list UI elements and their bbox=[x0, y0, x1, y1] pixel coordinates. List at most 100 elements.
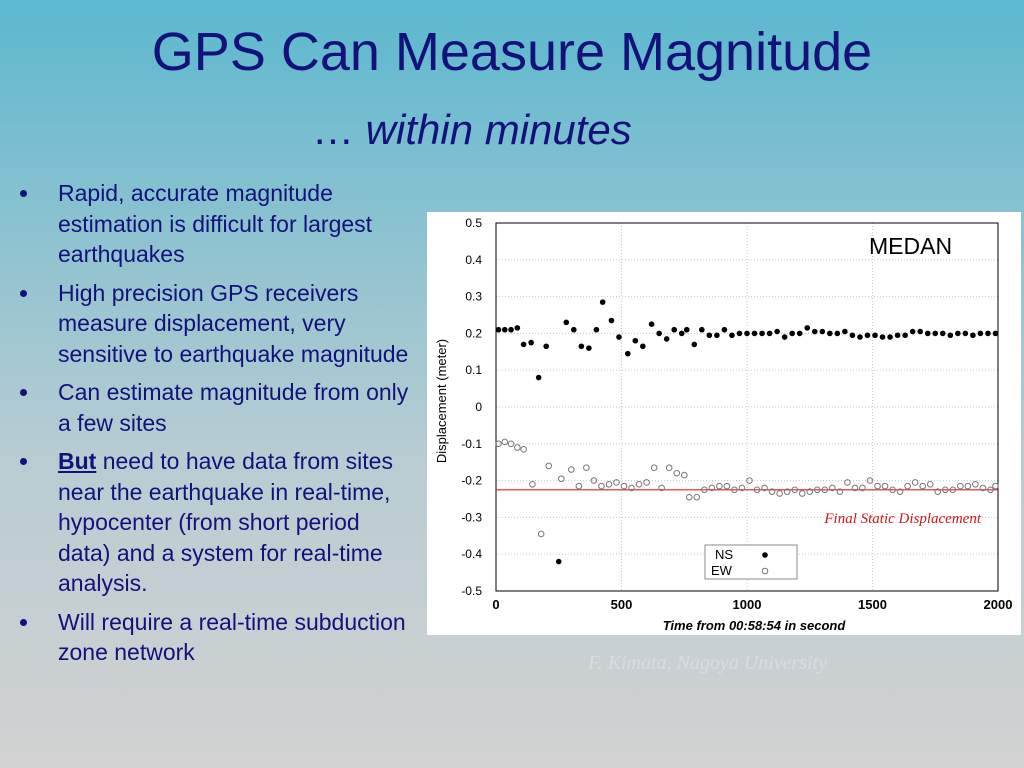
data-point-ns bbox=[586, 345, 592, 351]
data-point-ns bbox=[683, 326, 690, 333]
data-point-ew bbox=[926, 480, 934, 488]
data-point-ns bbox=[714, 332, 720, 339]
data-point-ns bbox=[939, 330, 946, 337]
data-point-ns bbox=[571, 326, 577, 333]
data-point-ew bbox=[987, 486, 994, 494]
data-point-ns bbox=[729, 332, 735, 339]
data-point-ew bbox=[874, 482, 881, 490]
data-point-ns bbox=[962, 330, 969, 337]
data-point-ew bbox=[836, 488, 844, 495]
data-point-ew bbox=[806, 488, 814, 495]
plot-frame bbox=[495, 222, 999, 592]
data-point-ew bbox=[992, 482, 999, 490]
data-point-ew bbox=[979, 484, 987, 492]
legend-marker-ew bbox=[761, 567, 769, 575]
data-point-ew bbox=[904, 482, 911, 490]
data-point-ns bbox=[656, 330, 662, 337]
bullet-text: High precision GPS receivers measure dis… bbox=[58, 279, 409, 367]
data-point-ns bbox=[917, 328, 923, 335]
data-point-ns bbox=[514, 325, 521, 331]
data-point-ns bbox=[706, 332, 713, 339]
chart-title: MEDAN bbox=[869, 233, 952, 259]
data-point-ns bbox=[759, 330, 765, 337]
bullet-dot-icon bbox=[20, 190, 27, 197]
data-point-ns bbox=[678, 330, 685, 337]
y-tick-label: -0.5 bbox=[461, 584, 482, 598]
data-point-ew bbox=[507, 440, 515, 448]
data-point-ew bbox=[575, 482, 583, 490]
data-point-ns bbox=[495, 326, 502, 333]
x-tick-label: 0 bbox=[492, 597, 499, 612]
data-point-ew bbox=[665, 464, 673, 472]
data-point-ew bbox=[964, 482, 972, 490]
data-point-ns bbox=[947, 332, 954, 339]
reference-line-label: Final Static Displacement bbox=[823, 511, 981, 527]
data-point-ns bbox=[528, 339, 534, 346]
data-point-ew bbox=[731, 486, 738, 494]
data-point-ew bbox=[650, 464, 658, 472]
data-point-ns bbox=[616, 334, 622, 340]
subtitle-italic: within minutes bbox=[365, 106, 632, 153]
data-point-ns bbox=[501, 326, 508, 333]
data-point-ns bbox=[663, 336, 670, 342]
data-point-ew bbox=[881, 482, 889, 490]
bullet-list: Rapid, accurate magnitude estimation is … bbox=[18, 178, 418, 676]
slide-subtitle: … within minutes bbox=[312, 104, 632, 156]
x-axis-label: Time from 00:58:54 in second bbox=[663, 618, 847, 633]
data-point-ew bbox=[791, 486, 798, 494]
data-point-ns bbox=[864, 332, 871, 339]
data-point-ew bbox=[628, 484, 635, 492]
data-point-ns bbox=[955, 330, 961, 337]
bullet-item: Rapid, accurate magnitude estimation is … bbox=[18, 178, 418, 270]
data-point-ns bbox=[648, 321, 655, 327]
bullet-dot-icon bbox=[20, 458, 27, 465]
image-credit: F. Kimata, Nagoya University bbox=[588, 652, 828, 674]
data-point-ns bbox=[671, 326, 678, 333]
y-tick-label: -0.4 bbox=[461, 547, 482, 561]
data-point-ns bbox=[699, 326, 705, 333]
data-point-ns bbox=[811, 328, 818, 335]
data-point-ns bbox=[924, 330, 931, 337]
y-tick-label: 0.1 bbox=[465, 363, 482, 377]
data-point-ns bbox=[849, 332, 856, 339]
slide-title: GPS Can Measure Magnitude bbox=[151, 22, 873, 82]
data-point-ew bbox=[501, 438, 509, 446]
data-point-ew bbox=[768, 488, 776, 495]
bullet-item: High precision GPS receivers measure dis… bbox=[18, 278, 418, 370]
data-point-ns bbox=[909, 328, 916, 335]
data-point-ew bbox=[859, 484, 866, 492]
data-point-ew bbox=[783, 488, 791, 495]
data-point-ns bbox=[819, 328, 826, 335]
legend-label-ew: EW bbox=[711, 563, 733, 578]
data-point-ew bbox=[583, 464, 590, 472]
data-point-ew bbox=[813, 486, 821, 494]
data-point-ns bbox=[766, 330, 773, 337]
data-point-ew bbox=[723, 482, 731, 490]
data-point-ew bbox=[568, 466, 575, 473]
data-point-ew bbox=[590, 477, 598, 484]
data-point-ew bbox=[972, 480, 979, 488]
data-point-ew bbox=[495, 440, 502, 448]
data-point-ns bbox=[932, 330, 939, 337]
x-tick-label: 1000 bbox=[733, 597, 762, 612]
data-point-ns bbox=[902, 332, 908, 339]
bullet-dot-icon bbox=[20, 289, 27, 297]
legend-marker-ns bbox=[762, 552, 768, 558]
data-point-ew bbox=[693, 493, 701, 501]
data-point-ew bbox=[685, 493, 693, 501]
data-point-ew bbox=[716, 482, 723, 490]
data-point-ew bbox=[708, 484, 716, 492]
data-point-ew bbox=[529, 480, 536, 488]
bullet-item: But need to have data from sites near th… bbox=[18, 446, 418, 599]
data-point-ew bbox=[776, 490, 783, 497]
subtitle-ellipsis: … bbox=[312, 106, 354, 153]
data-point-ns bbox=[834, 330, 841, 337]
data-point-ns bbox=[894, 332, 901, 339]
data-point-ew bbox=[537, 530, 545, 538]
legend-box bbox=[704, 544, 798, 580]
data-point-ew bbox=[557, 475, 565, 483]
data-point-ns bbox=[721, 326, 728, 333]
data-point-ew bbox=[949, 486, 957, 494]
legend-label-ns: NS bbox=[715, 547, 733, 562]
y-tick-label: 0 bbox=[475, 400, 482, 414]
